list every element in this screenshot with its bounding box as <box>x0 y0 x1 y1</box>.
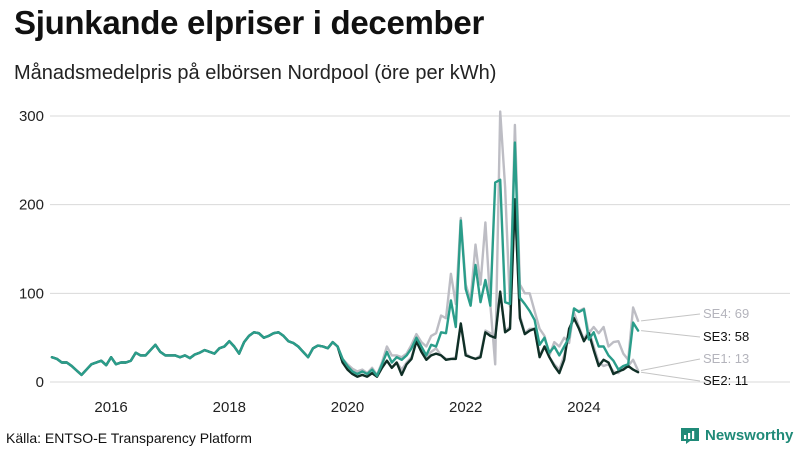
source-note: Källa: ENTSO-E Transparency Platform <box>6 430 252 446</box>
newsworthy-logo-icon <box>681 428 699 444</box>
grid-lines: 0 100 200 300 2016 2018 2020 2022 2024 <box>19 108 790 416</box>
end-label-leader-se3 <box>641 330 701 338</box>
brand-name: Newsworthy <box>705 426 794 444</box>
end-label-leader-se2 <box>640 371 701 382</box>
end-labels: SE4: 69 SE1: 13 SE2: 11 SE3: 58 <box>640 306 749 388</box>
end-label-se2: SE2: 11 <box>703 373 748 388</box>
series-line-se4 <box>50 110 640 377</box>
series-lines <box>50 110 640 378</box>
end-label-se1: SE1: 13 <box>703 351 749 366</box>
series-line-se3 <box>50 141 640 377</box>
brand-logo[interactable]: Newsworthy <box>680 426 793 444</box>
chart-title: Sjunkande elpriser i december <box>14 4 484 41</box>
y-tick-label-300: 300 <box>19 108 44 125</box>
x-tick-label-2020: 2020 <box>331 399 364 416</box>
x-tick-label-2022: 2022 <box>449 399 482 416</box>
end-label-se3: SE3: 58 <box>703 329 749 344</box>
x-tick-label-2018: 2018 <box>213 399 246 416</box>
y-tick-label-200: 200 <box>19 197 44 214</box>
y-tick-label-100: 100 <box>19 285 44 302</box>
end-label-se4: SE4: 69 <box>703 306 749 321</box>
y-tick-label-0: 0 <box>36 374 44 391</box>
x-tick-label-2024: 2024 <box>567 399 600 416</box>
x-tick-label-2016: 2016 <box>94 399 127 416</box>
end-label-leader-se1 <box>640 358 701 371</box>
chart-subtitle: Månadsmedelpris på elbörsen Nordpool (ör… <box>14 62 497 84</box>
end-label-leader-se4 <box>641 313 701 322</box>
